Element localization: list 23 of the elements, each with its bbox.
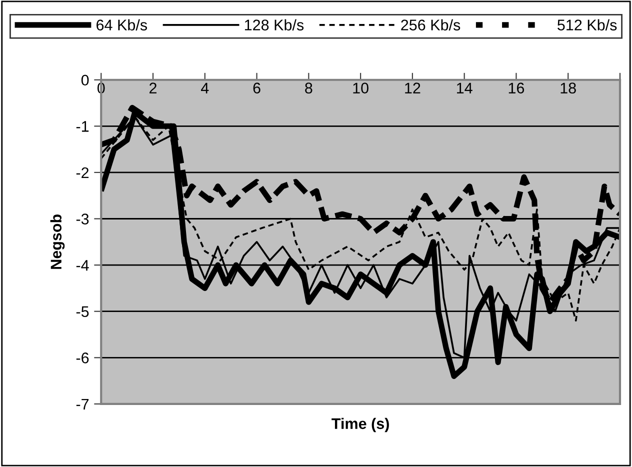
x-tick-label: 18 (560, 82, 576, 94)
y-tick-label: -2 (76, 167, 89, 178)
x-tick-label: 12 (405, 82, 420, 94)
y-tick-label: -5 (76, 306, 89, 318)
legend-label: 64 Kb/s (96, 19, 148, 30)
x-tick-label: 14 (457, 82, 472, 94)
x-tick-label: 2 (150, 82, 156, 94)
legend-label: 256 Kb/s (401, 19, 460, 30)
x-tick-label: 4 (200, 82, 209, 94)
y-tick-label: -3 (76, 214, 89, 224)
y-tick-label: -7 (76, 398, 89, 410)
y-tick-label: -1 (76, 121, 89, 132)
x-tick-label: 8 (305, 82, 312, 94)
y-tick-label: -6 (76, 352, 89, 364)
y-axis-title: Negsob (50, 214, 65, 269)
legend-label: 512 Kb/s (558, 19, 617, 30)
legend-label: 128 Kb/s (244, 19, 304, 30)
x-tick-label: 16 (508, 82, 524, 94)
x-tick-label: 10 (353, 82, 368, 94)
x-axis-title: Time (s) (332, 418, 389, 432)
y-tick-label: -4 (76, 260, 89, 271)
x-tick-label: 6 (253, 82, 260, 94)
y-tick-label: 0 (81, 74, 89, 86)
